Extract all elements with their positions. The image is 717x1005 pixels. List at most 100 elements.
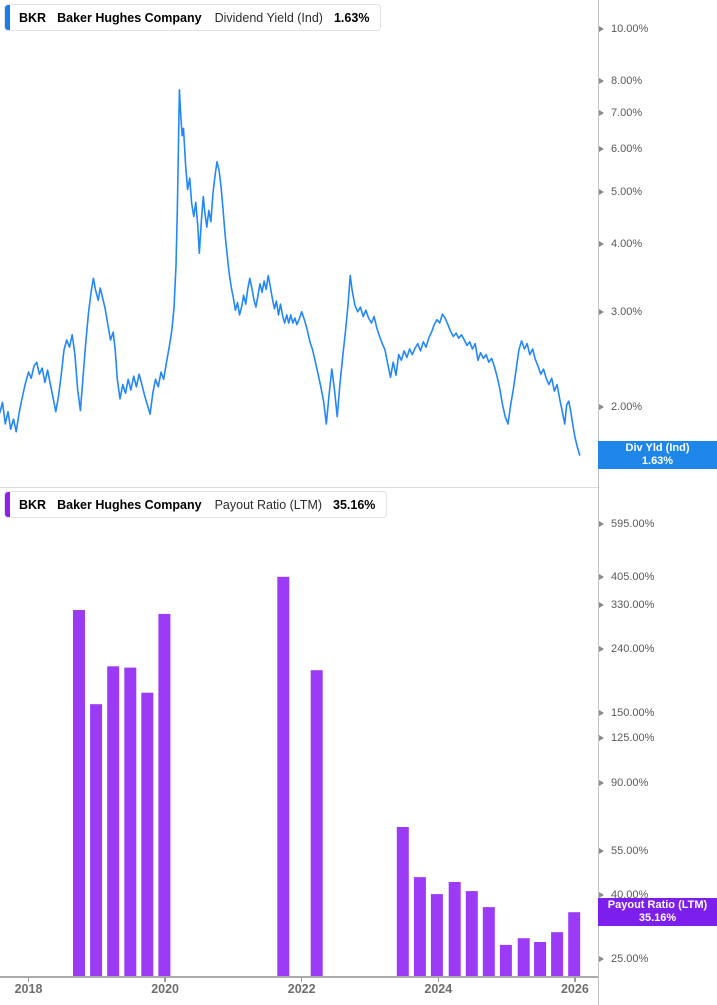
- payout-ratio-plot-area[interactable]: [0, 487, 598, 977]
- y-axis-tick: 6.00%: [598, 143, 717, 155]
- y-axis-tick-label: 40.00%: [611, 888, 649, 901]
- tick-arrow-icon: [599, 78, 604, 85]
- y-axis-tick-label: 3.00%: [611, 305, 643, 318]
- y-axis-tick-label: 7.00%: [611, 106, 643, 119]
- tick-arrow-icon: [599, 891, 604, 898]
- dividend-yield-header-chip[interactable]: BKR Baker Hughes Company Dividend Yield …: [4, 4, 382, 31]
- tick-arrow-icon: [599, 601, 604, 608]
- series-accent-bar: [5, 5, 10, 30]
- y-axis-tick-label: 25.00%: [611, 953, 649, 965]
- x-axis-tick: [437, 977, 439, 982]
- y-axis-tick: 55.00%: [598, 845, 717, 857]
- tick-arrow-icon: [599, 241, 604, 248]
- tick-arrow-icon: [599, 109, 604, 116]
- payout-ratio-bar: [517, 938, 530, 977]
- y-axis-border: [598, 0, 599, 1005]
- badge-value: 1.63%: [641, 455, 674, 467]
- y-axis-tick: 25.00%: [598, 953, 717, 965]
- tick-arrow-icon: [599, 780, 604, 787]
- y-axis-tick-label: 55.00%: [611, 844, 649, 857]
- y-axis-tick-label: 330.00%: [611, 598, 655, 611]
- payout-ratio-bar: [568, 912, 581, 977]
- y-axis-tick-label: 595.00%: [611, 518, 655, 530]
- dividend-yield-line: [0, 89, 581, 456]
- x-axis-tick: [574, 977, 576, 982]
- y-axis-tick: 7.00%: [598, 107, 717, 119]
- tick-arrow-icon: [599, 735, 604, 742]
- y-axis-tick: 3.00%: [598, 306, 717, 318]
- ticker-symbol: BKR: [19, 497, 47, 512]
- x-axis-tick-label: 2022: [287, 982, 316, 996]
- payout-ratio-bar: [448, 882, 461, 977]
- tick-arrow-icon: [599, 26, 604, 32]
- plot-svg: [0, 89, 581, 977]
- tick-arrow-icon: [599, 188, 604, 195]
- y-axis-tick-label: 150.00%: [611, 707, 655, 720]
- payout-ratio-bar: [158, 613, 171, 977]
- tick-arrow-icon: [599, 573, 604, 580]
- payout-ratio-bar: [499, 944, 512, 977]
- y-axis-tick-label: 10.00%: [611, 23, 649, 35]
- company-name: Baker Hughes Company: [57, 497, 202, 512]
- x-axis-tick-label: 2018: [14, 982, 43, 996]
- y-axis-tick-label: 6.00%: [611, 143, 643, 155]
- payout-ratio-bar: [310, 670, 323, 977]
- dividend-yield-plot-area[interactable]: [0, 0, 598, 487]
- company-name: Baker Hughes Company: [57, 10, 202, 25]
- tick-arrow-icon: [599, 645, 604, 652]
- y-axis-tick-label: 8.00%: [611, 75, 643, 88]
- payout-ratio-bar: [465, 891, 478, 977]
- y-axis-tick: 595.00%: [598, 518, 717, 530]
- y-axis-tick-label: 405.00%: [611, 570, 655, 583]
- y-axis-tick: 40.00%: [598, 889, 717, 901]
- payout-ratio-bar: [430, 894, 443, 977]
- y-axis-tick: 330.00%: [598, 599, 717, 611]
- dividend-yield-axis-badge: Div Yld (Ind) 1.63%: [598, 441, 717, 469]
- payout-ratio-header-chip[interactable]: BKR Baker Hughes Company Payout Ratio (L…: [4, 491, 388, 518]
- tick-arrow-icon: [599, 404, 604, 410]
- y-axis-tick: 240.00%: [598, 643, 717, 655]
- payout-ratio-bar: [124, 667, 137, 977]
- ticker-symbol: BKR: [19, 10, 47, 25]
- y-axis-tick: 5.00%: [598, 186, 717, 198]
- payout-ratio-bar: [107, 666, 120, 977]
- payout-ratio-axis-badge: Payout Ratio (LTM) 35.16%: [598, 898, 717, 927]
- y-axis-tick: 90.00%: [598, 777, 717, 789]
- payout-ratio-bar: [482, 907, 495, 977]
- y-axis-tick: 405.00%: [598, 571, 717, 583]
- payout-ratio-bar: [141, 692, 154, 977]
- x-axis-tick-label: 2024: [424, 982, 453, 996]
- x-axis-tick-label: 2020: [151, 982, 179, 996]
- tick-arrow-icon: [599, 521, 604, 527]
- y-axis-tick: 2.00%: [598, 401, 717, 413]
- metric-name: Payout Ratio (LTM): [214, 497, 323, 512]
- y-axis-tick: 8.00%: [598, 75, 717, 87]
- tick-arrow-icon: [599, 146, 604, 152]
- payout-ratio-bar: [413, 877, 426, 977]
- metric-value: 1.63%: [333, 10, 370, 25]
- tick-arrow-icon: [599, 308, 604, 315]
- y-axis-tick-label: 125.00%: [611, 732, 655, 745]
- badge-label: Payout Ratio (LTM): [607, 899, 708, 912]
- tick-arrow-icon: [599, 710, 604, 717]
- y-axis-tick-label: 5.00%: [611, 185, 643, 198]
- badge-value: 35.16%: [638, 912, 677, 925]
- metric-value: 35.16%: [333, 497, 376, 512]
- tick-arrow-icon: [599, 847, 604, 854]
- y-axis-tick-label: 2.00%: [611, 401, 643, 413]
- y-axis-tick: 150.00%: [598, 707, 717, 719]
- x-axis-tick: [164, 977, 166, 982]
- y-axis-tick: 10.00%: [598, 23, 717, 35]
- metric-name: Dividend Yield (Ind): [214, 10, 323, 25]
- y-axis-tick: 125.00%: [598, 732, 717, 744]
- x-axis-tick: [300, 977, 303, 982]
- badge-label: Div Yld (Ind): [625, 442, 690, 454]
- y-axis-tick: 4.00%: [598, 238, 717, 250]
- x-axis-line: [0, 976, 598, 978]
- x-axis-tick: [27, 977, 30, 982]
- payout-ratio-bar: [90, 704, 103, 977]
- y-axis-tick-label: 90.00%: [611, 777, 649, 790]
- panel-divider: [0, 487, 598, 488]
- x-axis-tick-label: 2026: [560, 982, 589, 996]
